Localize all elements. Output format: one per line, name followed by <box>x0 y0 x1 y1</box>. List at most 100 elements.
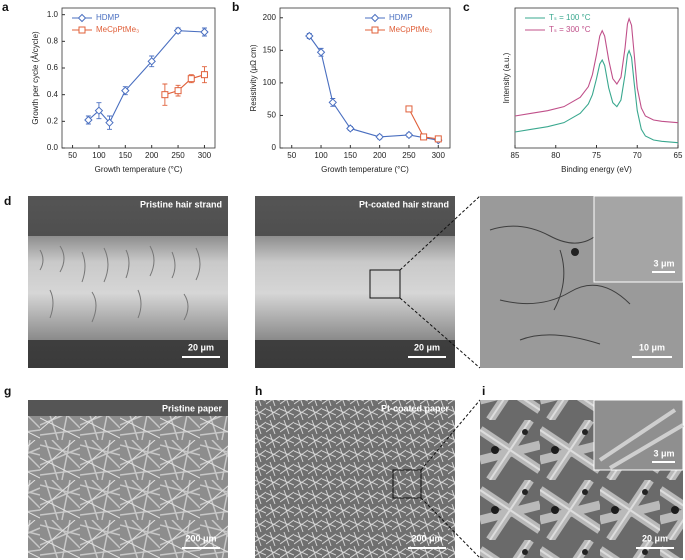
zoom-line <box>399 297 481 369</box>
inset-image <box>593 195 684 283</box>
sem-image <box>28 400 228 558</box>
marker <box>434 135 442 143</box>
scale-label: 20 μm <box>188 342 214 352</box>
x-tick-label: 300 <box>432 151 446 160</box>
series-line <box>164 74 205 96</box>
panel-label: d <box>4 194 11 208</box>
legend-label: HDMP <box>96 13 120 22</box>
marker <box>404 130 414 140</box>
y-tick-label: 150 <box>263 45 277 54</box>
x-tick-label: 85 <box>511 151 520 160</box>
marker <box>200 27 209 37</box>
x-tick-label: 200 <box>145 151 159 160</box>
y-tick-label: 0.4 <box>47 90 59 99</box>
panel-label: g <box>4 384 11 398</box>
scale-label: 200 μm <box>185 533 216 543</box>
marker <box>200 71 208 79</box>
marker <box>161 91 169 99</box>
y-tick-label: 0.6 <box>47 63 59 72</box>
zoom-line <box>399 195 481 271</box>
plot-frame <box>279 7 451 149</box>
cuticle <box>39 245 201 323</box>
marker <box>346 124 355 133</box>
panel-label: b <box>232 0 239 14</box>
y-axis-label: Resistivity (μΩ cm) <box>249 44 258 111</box>
panel-f: f 3 μm 10 μm <box>480 194 684 368</box>
x-tick-label: 200 <box>373 151 387 160</box>
zoom-line <box>420 399 481 471</box>
marker <box>371 26 379 34</box>
x-tick-label: 75 <box>592 151 601 160</box>
x-tick-label: 250 <box>171 151 185 160</box>
series-line <box>88 30 205 124</box>
marker <box>370 13 380 23</box>
plot-frame <box>61 7 216 149</box>
y-axis-label: Growth per cycle (Å/cycle) <box>31 31 40 125</box>
y-tick-label: 1.0 <box>47 10 59 19</box>
x-tick-label: 250 <box>402 151 416 160</box>
texture <box>489 225 631 345</box>
marker <box>316 48 326 57</box>
marker <box>174 87 182 95</box>
x-tick-label: 50 <box>287 151 296 160</box>
x-tick-label: 80 <box>551 151 560 160</box>
caption: Pristine hair strand <box>140 199 222 209</box>
panel-label: c <box>463 0 470 14</box>
panel-i: i 3 μm 20 μm <box>480 384 685 558</box>
y-tick-label: 50 <box>267 111 276 120</box>
scale-label: 3 μm <box>653 258 674 268</box>
marker <box>173 26 183 35</box>
x-tick-label: 100 <box>92 151 106 160</box>
chart: c 85 80 75 70 65 Binding energy (eV) Intensity … <box>463 0 683 174</box>
caption: Pt-coated paper <box>381 403 450 413</box>
marker <box>420 133 428 141</box>
marker <box>328 98 337 107</box>
marker <box>375 132 384 142</box>
legend-label: MeCpPtMe₃ <box>96 25 139 34</box>
x-tick-label: 70 <box>633 151 642 160</box>
caption: Pt-coated hair strand <box>359 199 449 209</box>
series-line <box>308 35 439 141</box>
x-tick-label: 300 <box>198 151 212 160</box>
scale-label: 20 μm <box>642 533 668 543</box>
x-axis-label: Growth temperature (°C) <box>321 165 409 174</box>
marker <box>105 118 114 127</box>
x-axis-label: Growth temperature (°C) <box>95 165 183 174</box>
zoom-box <box>369 269 401 299</box>
x-tick-label: 150 <box>344 151 358 160</box>
marker <box>77 13 87 23</box>
panel-label: a <box>2 0 9 14</box>
zoom-line <box>420 497 481 559</box>
series-line <box>514 16 679 124</box>
marker <box>78 26 86 34</box>
panel-label: h <box>255 384 262 398</box>
y-tick-label: 0.8 <box>47 36 59 45</box>
x-axis-label: Binding energy (eV) <box>561 165 632 174</box>
scale-label: 20 μm <box>414 342 440 352</box>
marker <box>121 86 130 95</box>
hair-strand <box>28 236 228 340</box>
x-tick-label: 50 <box>68 151 77 160</box>
legend-label: HDMP <box>389 13 413 22</box>
scale-label: 200 μm <box>411 533 442 543</box>
chart: b 50 100 150 200 250 300 0 50 100 150 200 Growth tem… <box>232 0 451 174</box>
hair-strand <box>255 236 455 340</box>
chart: a 50 100 150 200 250 300 0.0 0.2 0.4 0.6 0.8 1.0 Grow… <box>2 0 216 174</box>
marker <box>84 115 93 125</box>
panel-e: e Pt-coated hair strand 20 μm <box>255 194 481 369</box>
panel-d: d Pristine hair strand 20 μm <box>4 194 228 368</box>
scale-label: 3 μm <box>653 448 674 458</box>
scale-label: 10 μm <box>639 342 665 352</box>
sem-image <box>255 400 455 558</box>
texture <box>598 408 685 470</box>
legend-label: Tₛ = 100 °C <box>549 13 591 22</box>
y-tick-label: 200 <box>263 13 277 22</box>
y-tick-label: 0.0 <box>47 143 59 152</box>
x-tick-label: 65 <box>674 151 683 160</box>
marker <box>405 105 413 113</box>
series-line <box>514 49 679 144</box>
marker <box>94 106 104 115</box>
y-tick-label: 0 <box>272 143 277 152</box>
y-axis-label: Intensity (a.u.) <box>502 52 511 103</box>
